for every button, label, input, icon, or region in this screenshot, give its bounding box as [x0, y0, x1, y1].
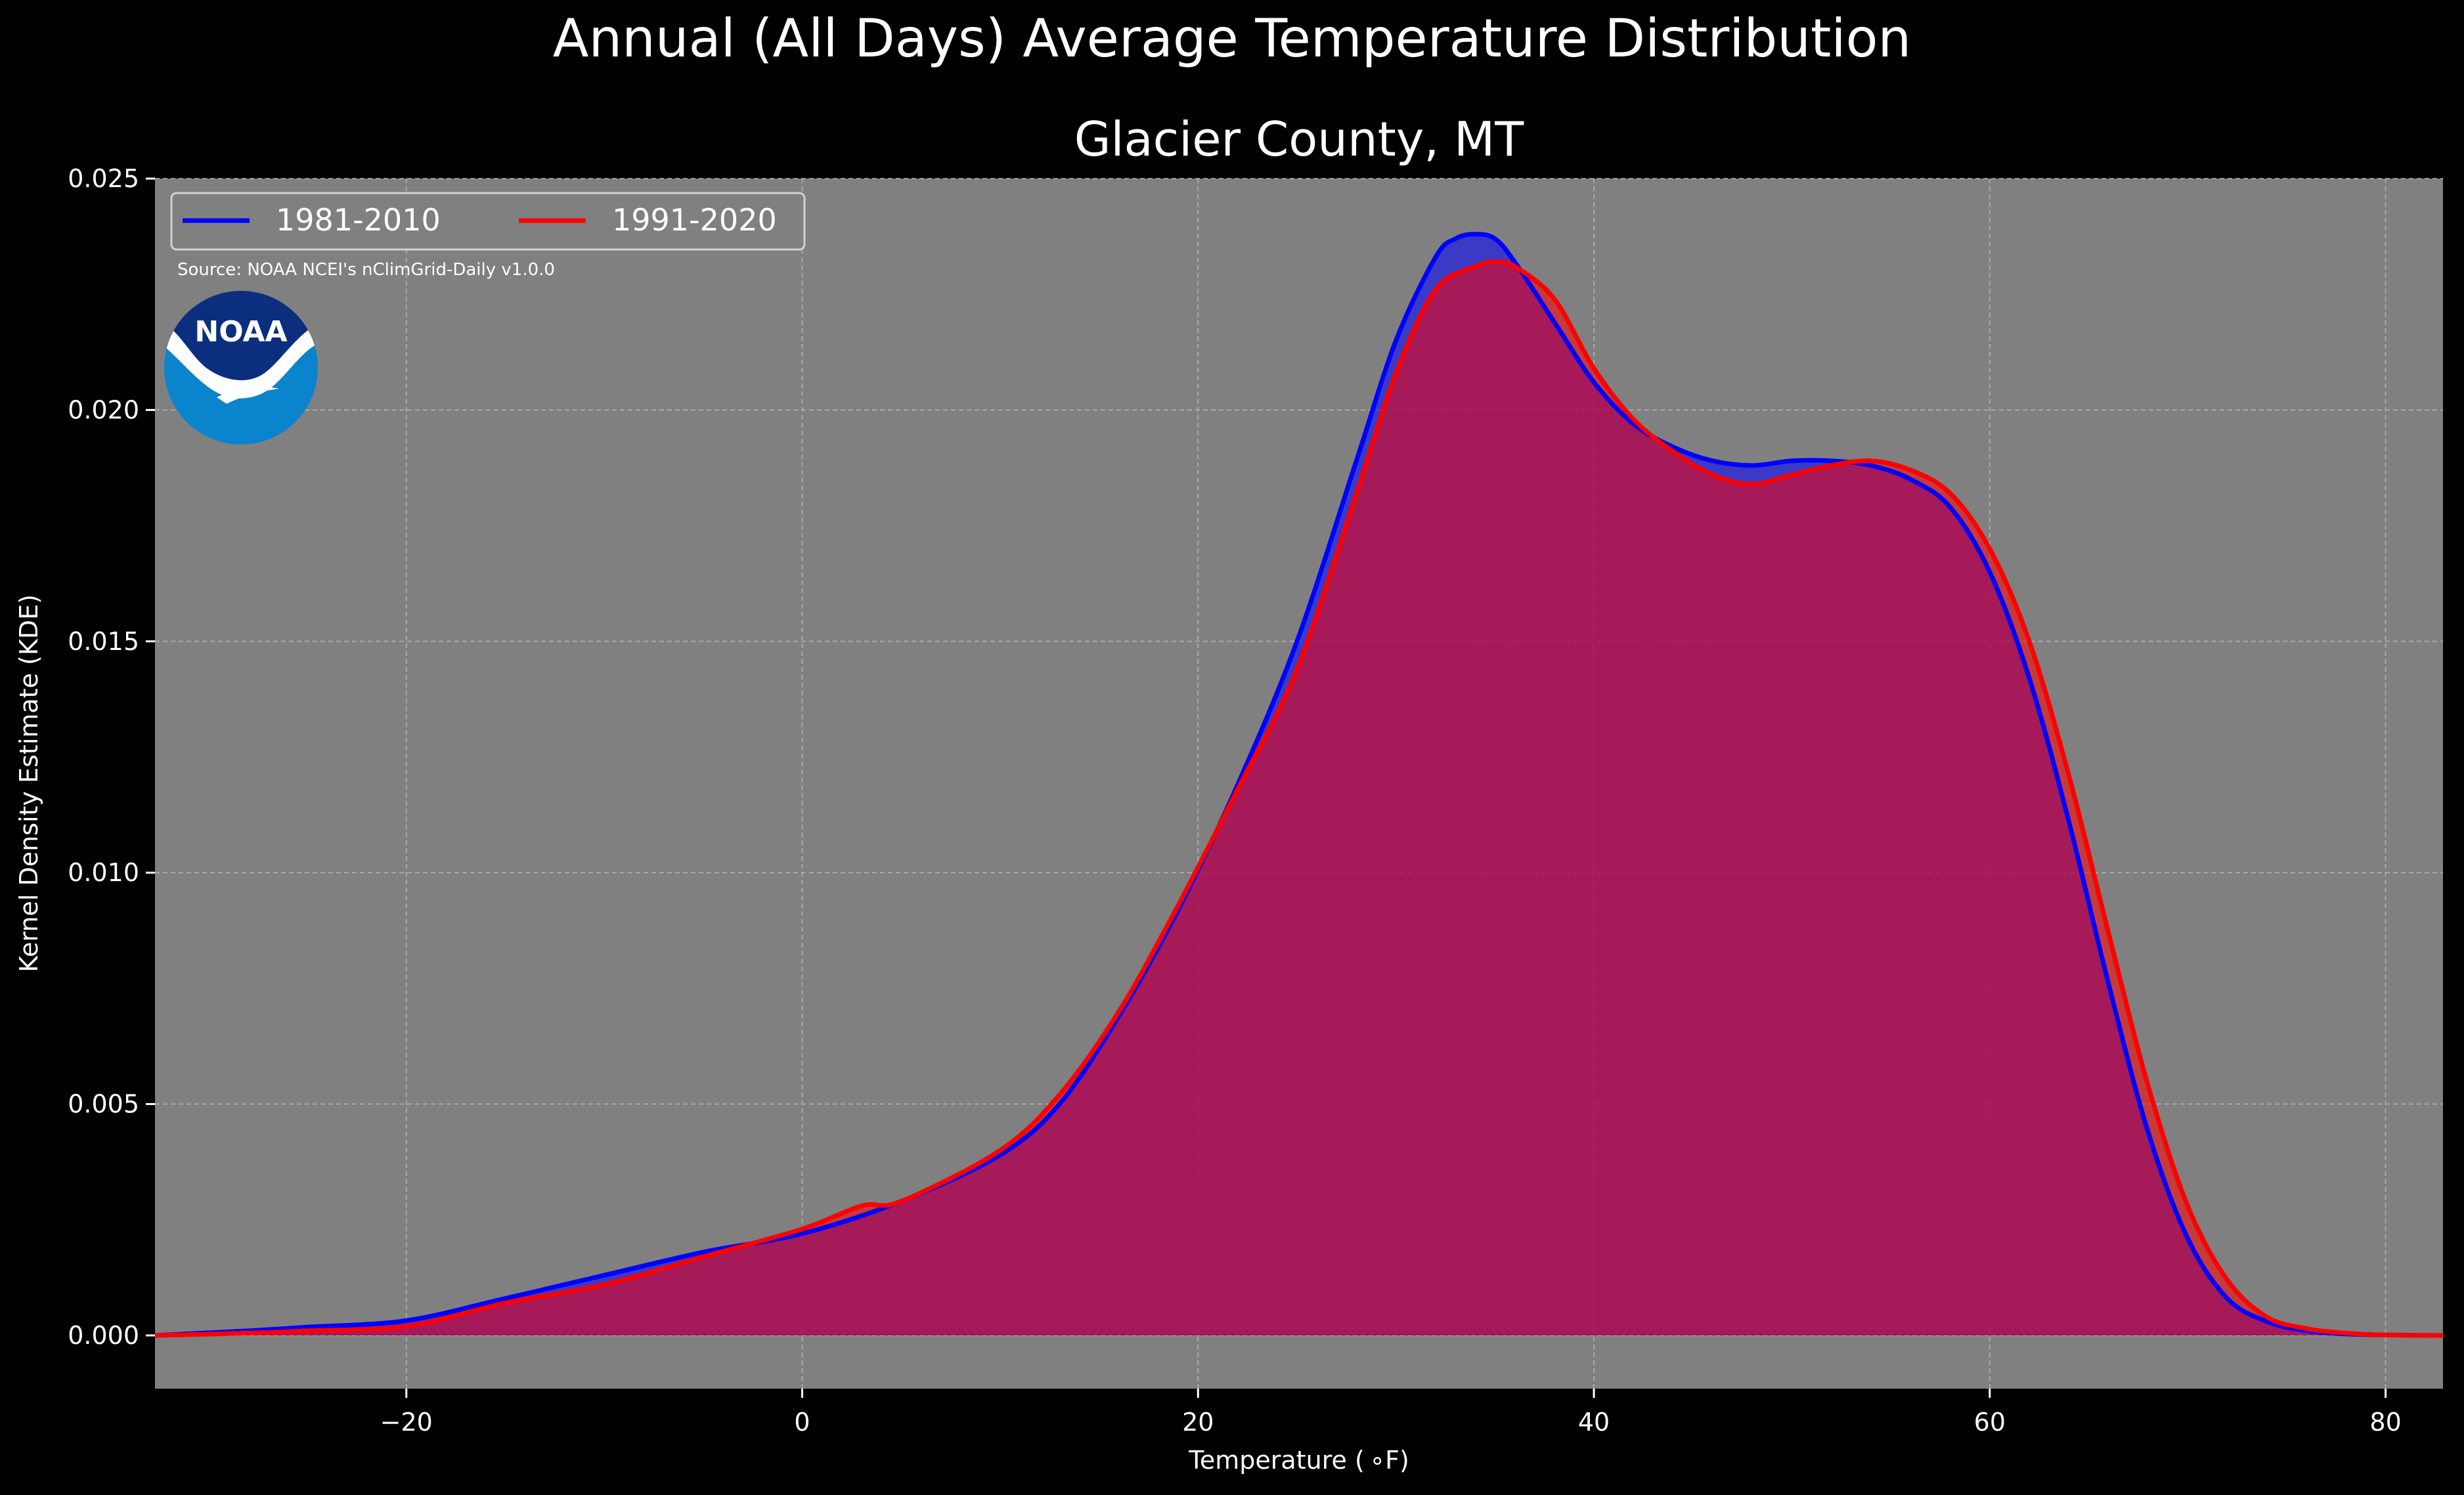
chart-title: Glacier County, MT [1074, 112, 1525, 167]
series-area-1991-2020 [155, 261, 2443, 1336]
y-tick-label: 0.005 [68, 1090, 139, 1119]
legend-label-1981-2010: 1981-2010 [276, 202, 441, 238]
y-tick-label: 0.000 [68, 1321, 139, 1350]
x-tick-label: 0 [794, 1408, 810, 1437]
source-note: Source: NOAA NCEI's nClimGrid-Daily v1.0… [177, 260, 555, 280]
series-line-1991-2020 [154, 259, 2444, 1338]
noaa-logo-text: NOAA [194, 315, 287, 349]
y-tick-label: 0.015 [68, 627, 139, 656]
legend: 1981-2010 1991-2020 [170, 192, 806, 251]
noaa-logo-icon: NOAA [164, 291, 318, 444]
x-axis-label: Temperature ( ∘F) [1188, 1446, 1409, 1475]
y-tick-label: 0.025 [68, 164, 139, 193]
axes: −20 0 20 40 60 80 0.000 0.005 0.010 0.015 0.020 0.0… [68, 164, 2402, 1437]
x-tick-label: 40 [1578, 1408, 1610, 1437]
x-tick-label: −20 [380, 1408, 433, 1437]
y-axis-label: Kernel Density Estimate (KDE) [14, 594, 43, 972]
y-tick-label: 0.010 [68, 858, 139, 887]
x-tick-label: 60 [1974, 1408, 2006, 1437]
legend-box [170, 192, 806, 251]
series-line-1981-2010 [154, 232, 2444, 1338]
y-tick-label: 0.020 [68, 395, 139, 424]
x-tick-label: 20 [1182, 1408, 1214, 1437]
series-layer [154, 232, 2444, 1338]
legend-label-1991-2020: 1991-2020 [612, 202, 777, 238]
x-tick-label: 80 [2369, 1408, 2401, 1437]
chart-suptitle: Annual (All Days) Average Temperature Di… [553, 8, 1911, 69]
